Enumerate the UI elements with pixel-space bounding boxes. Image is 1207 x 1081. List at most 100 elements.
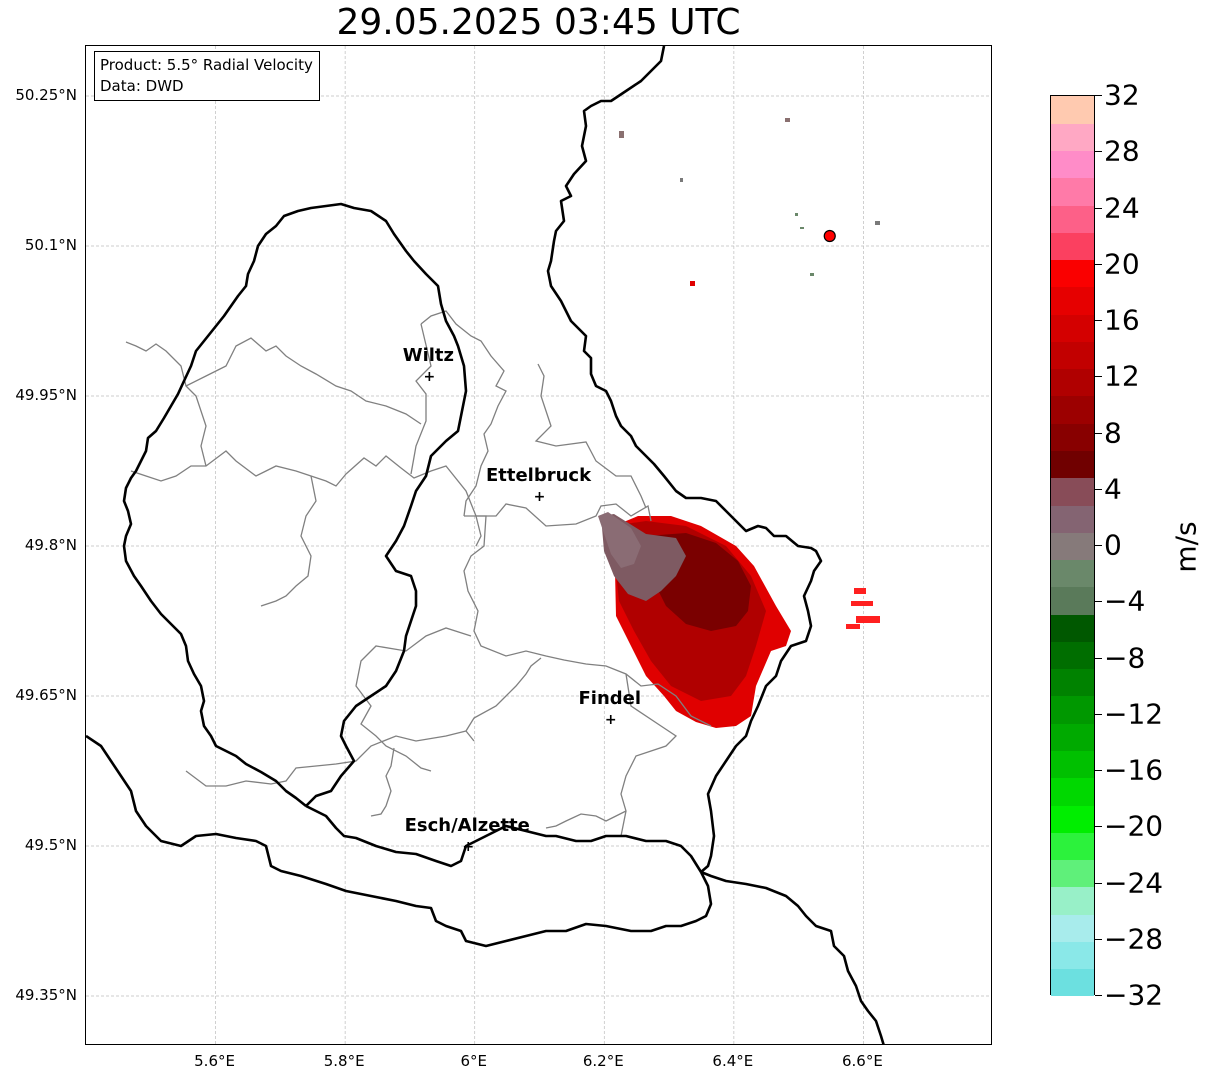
colorbar-tick-label: −20 <box>1104 809 1164 843</box>
colorbar-tick-mark <box>1095 826 1102 828</box>
colorbar-segment <box>1051 532 1094 561</box>
colorbar-tick-label: 24 <box>1104 191 1140 224</box>
colorbar-segment <box>1051 232 1094 261</box>
colorbar-tick-mark <box>1095 488 1102 490</box>
latitude-tick-label: 49.95°N <box>15 386 77 404</box>
colorbar <box>1050 95 1095 997</box>
colorbar-segment <box>1051 477 1094 506</box>
city-marker-icon: + <box>605 712 617 728</box>
colorbar-tick-label: 16 <box>1104 303 1140 337</box>
colorbar-segment <box>1051 832 1094 861</box>
colorbar-tick-mark <box>1095 432 1102 434</box>
colorbar-tick-label: −28 <box>1104 922 1164 956</box>
colorbar-tick-mark <box>1095 882 1102 884</box>
colorbar-tick-label: −12 <box>1104 697 1164 731</box>
echo-patch <box>854 588 866 594</box>
echo-patch <box>851 601 873 606</box>
colorbar-tick-mark <box>1095 263 1102 265</box>
map-area[interactable]: + + + + <box>85 45 992 1045</box>
colorbar-tick-label: 0 <box>1104 528 1122 562</box>
colorbar-segment <box>1051 259 1094 288</box>
colorbar-segment <box>1051 641 1094 670</box>
echo-grey <box>598 512 641 568</box>
graticule <box>86 46 991 1044</box>
latitude-tick-label: 50.1°N <box>24 236 77 254</box>
colorbar-tick-label: −16 <box>1104 753 1164 787</box>
colorbar-segment <box>1051 777 1094 806</box>
colorbar-segment <box>1051 368 1094 397</box>
colorbar-tick-label: −8 <box>1104 641 1146 674</box>
colorbar-segment <box>1051 314 1094 342</box>
colorbar-tick-label: 28 <box>1104 134 1140 168</box>
colorbar-tick-mark <box>1095 545 1102 546</box>
colorbar-tick-mark <box>1095 657 1102 659</box>
colorbar-tick-mark <box>1095 207 1102 209</box>
colorbar-segment <box>1051 723 1094 752</box>
colorbar-tick-mark <box>1095 995 1102 996</box>
colorbar-segment <box>1051 450 1094 479</box>
latitude-tick-label: 50.25°N <box>15 86 77 104</box>
longitude-tick-label: 6.2°E <box>582 1052 624 1070</box>
echo-patch <box>800 227 804 229</box>
city-marker-icon: + <box>423 369 435 385</box>
colorbar-unit-label: m/s <box>1169 521 1203 573</box>
colorbar-segment <box>1051 668 1094 697</box>
echo-patch <box>795 213 798 216</box>
colorbar-segment <box>1051 859 1094 888</box>
colorbar-segment <box>1051 559 1094 588</box>
city-label: Ettelbruck <box>485 465 592 486</box>
colorbar-tick-label: 8 <box>1104 416 1122 449</box>
colorbar-segment <box>1051 205 1094 233</box>
map-title: 29.05.2025 03:45 UTC <box>336 2 741 43</box>
colorbar-segment <box>1051 96 1094 124</box>
colorbar-tick-mark <box>1095 376 1102 378</box>
colorbar-segment <box>1051 150 1094 179</box>
colorbar-tick-mark <box>1095 713 1102 715</box>
echo-patch <box>690 281 695 286</box>
city-label: Esch/Alzette <box>404 815 530 836</box>
info-box: Product: 5.5° Radial Velocity Data: DWD <box>94 51 320 101</box>
longitude-tick-label: 5.6°E <box>194 1052 235 1070</box>
city-markers: + + + + <box>423 369 616 855</box>
radar-echoes <box>598 118 880 728</box>
colorbar-tick-mark <box>1095 938 1102 940</box>
longitude-tick-label: 6°E <box>460 1052 487 1070</box>
colorbar-tick-mark <box>1095 770 1102 771</box>
latitude-tick-label: 49.8°N <box>24 536 77 554</box>
map-canvas: + + + + <box>86 46 991 1044</box>
colorbar-segment <box>1051 396 1094 424</box>
longitude-tick-label: 6.6°E <box>842 1052 883 1070</box>
colorbar-tick-label: −24 <box>1104 866 1164 899</box>
longitude-tick-label: 6.4°E <box>712 1052 754 1070</box>
colorbar-segment <box>1051 423 1094 452</box>
colorbar-segment <box>1051 750 1094 779</box>
colorbar-tick-label: −4 <box>1104 584 1146 618</box>
country-borders <box>86 46 885 1044</box>
echo-patch <box>785 118 790 122</box>
latitude-tick-label: 49.65°N <box>15 686 77 704</box>
colorbar-segment <box>1051 123 1094 152</box>
echo-patch <box>856 616 880 623</box>
colorbar-segment <box>1051 586 1094 615</box>
colorbar-segment <box>1051 886 1094 915</box>
colorbar-tick-mark <box>1095 151 1102 153</box>
echo-patch <box>846 624 860 629</box>
echo-patch <box>875 221 880 225</box>
info-data-source: Data: DWD <box>100 77 184 95</box>
colorbar-tick-mark <box>1095 320 1102 321</box>
colorbar-segment <box>1051 968 1094 997</box>
colorbar-segment <box>1051 941 1094 970</box>
colorbar-tick-label: 20 <box>1104 247 1140 281</box>
radar-site-marker <box>823 229 836 243</box>
colorbar-segment <box>1051 341 1094 370</box>
echo-patch <box>810 273 814 276</box>
colorbar-segment <box>1051 505 1094 533</box>
colorbar-segment <box>1051 286 1094 315</box>
colorbar-tick-label: 32 <box>1104 78 1140 112</box>
info-product: Product: 5.5° Radial Velocity <box>100 56 313 74</box>
colorbar-segment <box>1051 614 1094 642</box>
echo-patch <box>680 178 683 182</box>
city-label: Wiltz <box>402 345 454 366</box>
colorbar-segment <box>1051 805 1094 833</box>
latitude-tick-label: 49.35°N <box>15 986 77 1004</box>
